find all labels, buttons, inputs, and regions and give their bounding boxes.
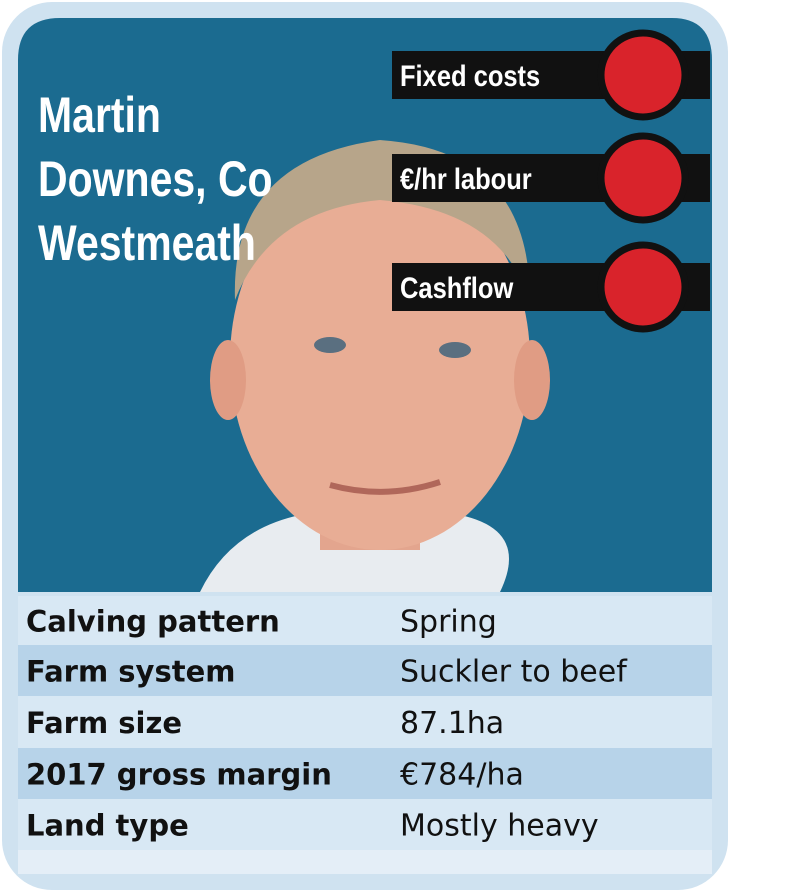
name-line: Martin <box>38 87 161 143</box>
indicator-status <box>597 29 689 121</box>
indicator-label: Cashflow <box>400 271 514 304</box>
row-value: 87.1ha <box>400 706 504 741</box>
name-line: Westmeath <box>38 215 256 271</box>
mouth <box>329 479 441 495</box>
row-label: 2017 gross margin <box>26 758 332 792</box>
eye <box>314 337 346 353</box>
indicator-label: €/hr labour <box>400 162 532 195</box>
table-row <box>18 696 712 748</box>
ear <box>210 340 246 420</box>
table-row <box>18 645 712 696</box>
row-label: Land type <box>26 809 189 843</box>
row-value: Spring <box>400 605 497 640</box>
table-row <box>18 799 712 850</box>
name-block: Martin Downes, Co Westmeath <box>38 87 273 271</box>
row-value: Suckler to beef <box>400 655 628 690</box>
indicator-status <box>597 132 689 224</box>
row-label: Farm system <box>26 655 235 689</box>
row-label: Farm size <box>26 706 182 740</box>
row-label: Calving pattern <box>26 605 280 639</box>
table-row <box>18 748 712 799</box>
indicator-label: Fixed costs <box>400 59 540 92</box>
info-table: Calving pattern Spring Farm system Suckler … <box>18 596 712 850</box>
table-foot <box>18 850 712 874</box>
eye <box>439 342 471 358</box>
indicator-status <box>597 241 689 333</box>
row-value: €784/ha <box>400 758 524 793</box>
row-value: Mostly heavy <box>400 809 599 844</box>
ear <box>514 340 550 420</box>
indicators: Fixed costs €/hr labour Cashflow <box>392 29 710 333</box>
name-line: Downes, Co <box>38 151 273 207</box>
table-row <box>18 596 712 645</box>
